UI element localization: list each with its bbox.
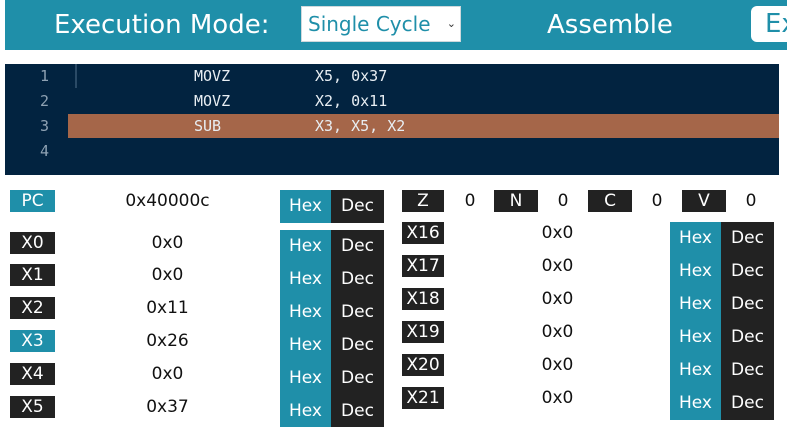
hex-button[interactable]: Hex	[280, 362, 331, 395]
instruction-args: X2, 0x11	[315, 92, 388, 110]
register-label-x1: X1	[10, 264, 55, 286]
register-label-x2: X2	[10, 297, 55, 319]
flag-z-value: 0	[464, 191, 476, 211]
dec-button[interactable]: Dec	[721, 222, 774, 255]
execute-button[interactable]: Ex	[751, 6, 787, 42]
code-line[interactable]: 2 MOVZ X2, 0x11	[5, 89, 779, 113]
register-label-x20: X20	[402, 354, 444, 376]
hex-button[interactable]: Hex	[670, 288, 721, 321]
dec-button[interactable]: Dec	[331, 296, 384, 329]
x17-format-toggle: Hex Dec	[670, 255, 774, 288]
x5-format-toggle: Hex Dec	[280, 395, 384, 427]
x3-format-toggle: Hex Dec	[280, 329, 384, 362]
register-label-x18: X18	[402, 288, 444, 310]
execution-mode-value: Single Cycle	[308, 12, 431, 36]
code-line-active[interactable]: 3 SUB X3, X5, X2	[5, 114, 779, 138]
dec-button[interactable]: Dec	[331, 230, 384, 263]
register-value-x1: 0x0	[151, 265, 184, 285]
x20-format-toggle: Hex Dec	[670, 354, 774, 387]
x4-format-toggle: Hex Dec	[280, 362, 384, 395]
assemble-button[interactable]: Assemble	[547, 10, 673, 40]
execution-mode-label: Execution Mode:	[54, 10, 270, 40]
active-line-highlight	[68, 114, 779, 138]
register-label-x17: X17	[402, 255, 444, 277]
x16-format-toggle: Hex Dec	[670, 222, 774, 255]
register-value-x16: 0x0	[541, 223, 574, 243]
dec-button[interactable]: Dec	[331, 190, 384, 223]
register-label-x19: X19	[402, 321, 444, 343]
register-value-x2: 0x11	[146, 298, 189, 318]
line-number: 1	[39, 67, 49, 85]
register-label-x5: X5	[10, 396, 55, 418]
register-label-x21: X21	[402, 387, 444, 409]
pc-format-toggle: Hex Dec	[280, 190, 384, 223]
gutter-divider	[75, 64, 77, 88]
register-value-x3: 0x26	[146, 331, 189, 351]
dec-button[interactable]: Dec	[721, 354, 774, 387]
hex-button[interactable]: Hex	[280, 190, 331, 223]
register-label-x16: X16	[402, 222, 444, 244]
x18-format-toggle: Hex Dec	[670, 288, 774, 321]
line-number: 3	[39, 117, 49, 135]
x0-format-toggle: Hex Dec	[280, 230, 384, 263]
register-label-x0: X0	[10, 232, 55, 254]
hex-button[interactable]: Hex	[670, 255, 721, 288]
dec-button[interactable]: Dec	[721, 255, 774, 288]
register-value-x4: 0x0	[151, 364, 184, 384]
x21-format-toggle: Hex Dec	[670, 387, 774, 420]
register-value-x18: 0x0	[541, 289, 574, 309]
flag-v-value: 0	[745, 191, 757, 211]
pc-value: 0x40000c	[125, 191, 210, 211]
flag-v-label: V	[682, 190, 726, 212]
pc-label: PC	[10, 190, 55, 212]
register-value-x20: 0x0	[541, 355, 574, 375]
dec-button[interactable]: Dec	[331, 329, 384, 362]
register-value-x5: 0x37	[146, 397, 189, 417]
register-value-x19: 0x0	[541, 322, 574, 342]
dec-button[interactable]: Dec	[721, 288, 774, 321]
instruction-op: SUB	[194, 117, 222, 135]
hex-button[interactable]: Hex	[280, 230, 331, 263]
hex-button[interactable]: Hex	[280, 395, 331, 427]
instruction-op: MOVZ	[194, 67, 231, 85]
register-label-x3: X3	[10, 330, 55, 352]
code-line[interactable]: 1 MOVZ X5, 0x37	[5, 64, 779, 88]
dec-button[interactable]: Dec	[331, 263, 384, 296]
hex-button[interactable]: Hex	[670, 222, 721, 255]
register-value-x0: 0x0	[151, 233, 184, 253]
instruction-op: MOVZ	[194, 92, 231, 110]
dec-button[interactable]: Dec	[331, 362, 384, 395]
code-editor[interactable]: 1 MOVZ X5, 0x37 2 MOVZ X2, 0x11 3 SUB X3…	[5, 64, 779, 175]
dec-button[interactable]: Dec	[721, 387, 774, 420]
flag-n-label: N	[494, 190, 538, 212]
toolbar: Execution Mode: Single Cycle ⌄ Assemble …	[5, 0, 787, 50]
register-value-x17: 0x0	[541, 256, 574, 276]
flag-c-value: 0	[651, 191, 663, 211]
hex-button[interactable]: Hex	[280, 296, 331, 329]
instruction-args: X5, 0x37	[315, 67, 388, 85]
flag-z-label: Z	[402, 190, 444, 212]
line-number: 4	[39, 142, 49, 160]
hex-button[interactable]: Hex	[670, 321, 721, 354]
hex-button[interactable]: Hex	[670, 387, 721, 420]
dec-button[interactable]: Dec	[331, 395, 384, 427]
x19-format-toggle: Hex Dec	[670, 321, 774, 354]
flag-c-label: C	[588, 190, 632, 212]
code-line[interactable]: 4	[5, 139, 779, 163]
hex-button[interactable]: Hex	[280, 329, 331, 362]
x1-format-toggle: Hex Dec	[280, 263, 384, 296]
chevron-down-icon: ⌄	[446, 17, 456, 30]
register-value-x21: 0x0	[541, 388, 574, 408]
hex-button[interactable]: Hex	[670, 354, 721, 387]
dec-button[interactable]: Dec	[721, 321, 774, 354]
execution-mode-select[interactable]: Single Cycle ⌄	[301, 6, 461, 42]
flag-n-value: 0	[557, 191, 569, 211]
instruction-args: X3, X5, X2	[315, 117, 406, 135]
line-number: 2	[39, 92, 49, 110]
register-label-x4: X4	[10, 363, 55, 385]
x2-format-toggle: Hex Dec	[280, 296, 384, 329]
hex-button[interactable]: Hex	[280, 263, 331, 296]
